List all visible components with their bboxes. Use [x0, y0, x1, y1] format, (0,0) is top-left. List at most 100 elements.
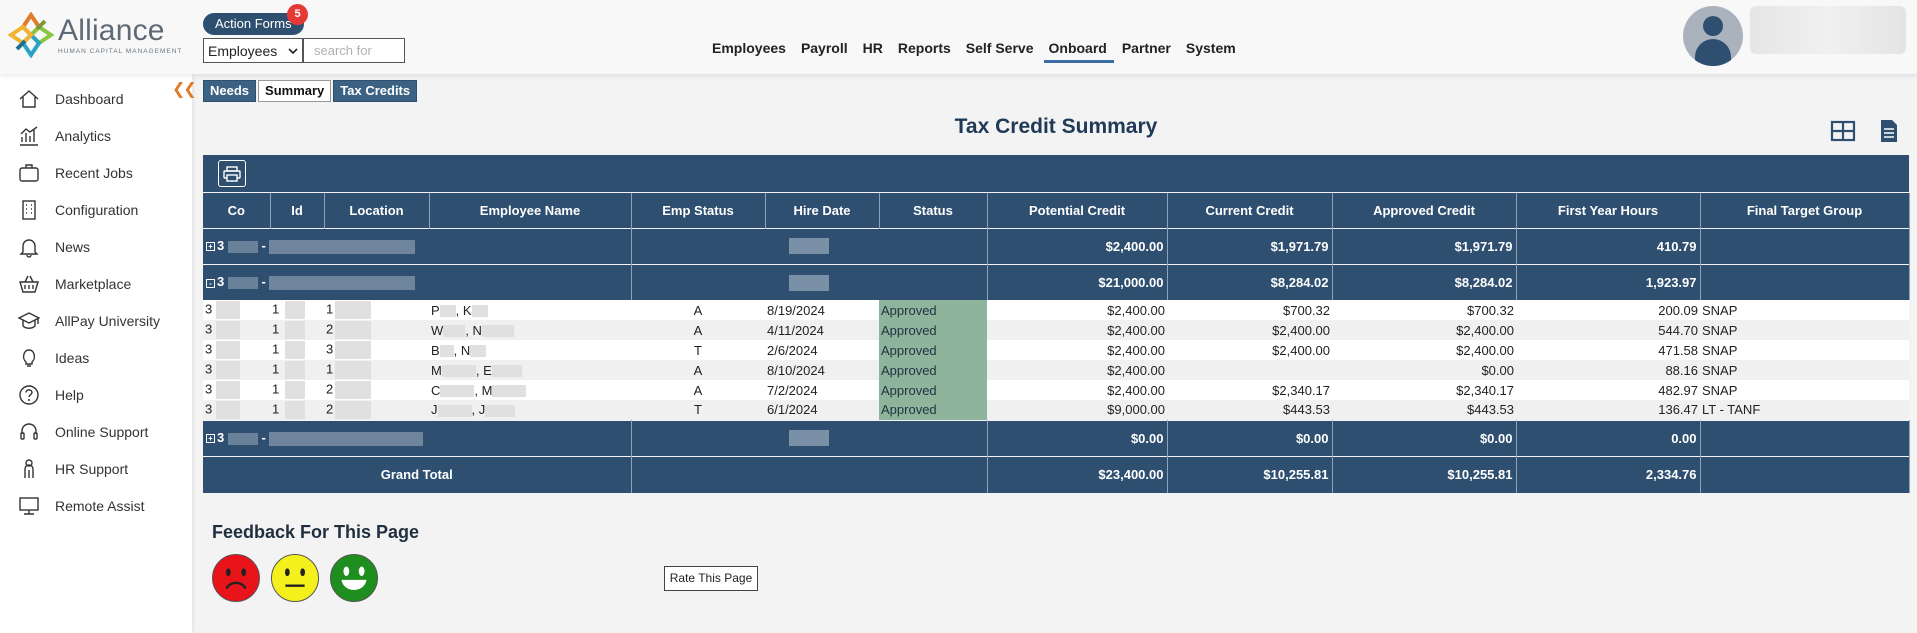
group-status-cell — [631, 419, 988, 456]
table-toolbar — [203, 155, 1909, 192]
sidebar-item-dashboard[interactable]: Dashboard — [18, 87, 124, 111]
redacted-text — [216, 381, 241, 399]
expand-toggle-icon[interactable]: + — [206, 434, 215, 444]
redacted-text — [285, 381, 306, 399]
sidebar-item-analytics[interactable]: Analytics — [18, 124, 111, 148]
sidebar-item-news[interactable]: News — [18, 235, 90, 259]
redacted-text — [789, 238, 829, 255]
nav-hr[interactable]: HR — [862, 40, 883, 56]
sidebar-item-label: Remote Assist — [55, 498, 145, 514]
column-header-approved-credit[interactable]: Approved Credit — [1332, 193, 1517, 228]
main-nav: Employees Payroll HR Reports Self Serve … — [712, 40, 1236, 63]
cell-hire-date: 8/10/2024 — [765, 360, 879, 380]
sidebar-item-configuration[interactable]: Configuration — [18, 198, 138, 222]
graduation-cap-icon — [18, 312, 40, 329]
employee-type-select[interactable]: Employees — [203, 38, 303, 63]
column-header-current-credit[interactable]: Current Credit — [1167, 193, 1333, 228]
user-info-redacted[interactable] — [1750, 6, 1906, 54]
tab-tax-credits[interactable]: Tax Credits — [333, 80, 418, 102]
cell-co: 3 — [203, 380, 270, 400]
avatar-head — [1703, 16, 1723, 36]
grid-view-icon[interactable] — [1830, 118, 1856, 144]
column-header-final-target-group[interactable]: Final Target Group — [1700, 193, 1910, 228]
cell-id-value: 1 — [272, 381, 280, 397]
sidebar-item-label: Analytics — [55, 128, 112, 144]
logo-name: Alliance — [58, 13, 165, 47]
grand-total-current-credit: $10,255.81 — [1167, 455, 1333, 493]
neutral-face-icon[interactable] — [271, 554, 319, 602]
redacted-text — [285, 321, 306, 339]
sidebar-item-marketplace[interactable]: Marketplace — [18, 272, 131, 296]
sidebar-item-label: AllPay University — [55, 313, 161, 329]
redacted-text — [789, 274, 829, 291]
sidebar-item-online-support[interactable]: Online Support — [18, 420, 148, 444]
table-row[interactable]: 3 1 3 B, N T 2/6/2024 Approved $2,400.00… — [203, 340, 1909, 360]
nav-partner[interactable]: Partner — [1121, 40, 1171, 56]
table-row[interactable]: 3 1 2 C, M A 7/2/2024 Approved $2,400.00… — [203, 380, 1909, 400]
group-current-credit: $0.00 — [1167, 419, 1333, 456]
alliance-logo[interactable]: Alliance HUMAN CAPITAL MANAGEMENT — [8, 12, 182, 58]
home-icon — [19, 90, 39, 108]
cell-final-target-group: SNAP — [1700, 300, 1909, 320]
sidebar-item-label: Configuration — [55, 202, 139, 218]
cell-id-value: 1 — [272, 341, 280, 357]
grand-total-label: Grand Total — [203, 455, 632, 493]
nav-payroll[interactable]: Payroll — [800, 40, 848, 56]
column-header-emp-status[interactable]: Emp Status — [631, 193, 766, 228]
group-company: 3 — [217, 238, 225, 254]
group-row[interactable]: +3 - $2,400.00 $1,971.79 $1,971.79 410.7… — [203, 227, 1910, 264]
collapse-sidebar-icon[interactable]: ❮❮ — [172, 81, 197, 98]
action-forms-button[interactable]: Action Forms — [203, 13, 304, 35]
print-button[interactable] — [218, 160, 246, 187]
group-row[interactable]: -3 - $21,000.00 $8,284.02 $8,284.02 1,92… — [203, 263, 1910, 300]
sidebar-item-ideas[interactable]: Ideas — [18, 346, 89, 370]
sidebar-item-hr-support[interactable]: HR Support — [18, 457, 128, 481]
collapse-toggle-icon[interactable]: - — [206, 278, 215, 288]
table-row[interactable]: 3 1 2 J, J T 6/1/2024 Approved $9,000.00… — [203, 400, 1909, 420]
column-header-first-year-hours[interactable]: First Year Hours — [1516, 193, 1701, 228]
cell-id: 1 — [270, 300, 324, 320]
table-row[interactable]: 3 1 1 P, K A 8/19/2024 Approved $2,400.0… — [203, 300, 1909, 320]
nav-self-serve[interactable]: Self Serve — [965, 40, 1034, 56]
sidebar-item-allpay-university[interactable]: AllPay University — [18, 309, 160, 333]
column-header-location[interactable]: Location — [324, 193, 430, 228]
cell-co: 3 — [203, 320, 270, 340]
document-export-icon[interactable] — [1876, 118, 1902, 144]
search-input[interactable] — [303, 38, 405, 63]
column-header-potential-credit[interactable]: Potential Credit — [987, 193, 1168, 228]
cell-co-value: 3 — [205, 361, 213, 377]
nav-onboard[interactable]: Onboard — [1043, 40, 1115, 63]
cell-emp-status: A — [631, 300, 765, 320]
nav-reports[interactable]: Reports — [897, 40, 951, 56]
cell-approved-credit: $443.53 — [1332, 400, 1516, 420]
tab-summary[interactable]: Summary — [258, 80, 332, 102]
rate-this-page-button[interactable]: Rate This Page — [664, 566, 758, 591]
lightbulb-icon — [22, 349, 36, 367]
column-header-employee-name[interactable]: Employee Name — [429, 193, 632, 228]
group-row[interactable]: +3 - $0.00 $0.00 $0.00 0.00 — [203, 419, 1910, 456]
analytics-icon — [20, 126, 38, 146]
sidebar-item-remote-assist[interactable]: Remote Assist — [18, 494, 144, 518]
table-row[interactable]: 3 1 1 M, E A 8/10/2024 Approved $2,400.0… — [203, 360, 1909, 380]
column-header-co[interactable]: Co — [203, 193, 271, 228]
column-header-status[interactable]: Status — [879, 193, 988, 228]
logo-mark-icon — [8, 12, 54, 58]
nav-system[interactable]: System — [1185, 40, 1236, 56]
sidebar-item-label: Recent Jobs — [55, 165, 133, 181]
sidebar-item-help[interactable]: Help — [18, 383, 84, 407]
user-avatar[interactable] — [1683, 6, 1743, 66]
cell-employee-name: J, J — [429, 400, 631, 420]
sad-face-icon[interactable] — [212, 554, 260, 602]
redacted-text — [485, 404, 516, 417]
expand-toggle-icon[interactable]: + — [206, 242, 215, 252]
column-header-id[interactable]: Id — [270, 193, 325, 228]
column-header-hire-date[interactable]: Hire Date — [765, 193, 880, 228]
tab-needs[interactable]: Needs — [203, 80, 257, 102]
name-initial: W — [431, 322, 444, 338]
happy-face-icon[interactable] — [330, 554, 378, 602]
redacted-text — [216, 301, 241, 319]
sidebar-item-recent-jobs[interactable]: Recent Jobs — [18, 161, 133, 185]
nav-employees[interactable]: Employees — [712, 40, 786, 56]
table-row[interactable]: 3 1 2 W, N A 4/11/2024 Approved $2,400.0… — [203, 320, 1909, 340]
redacted-text — [285, 341, 306, 359]
